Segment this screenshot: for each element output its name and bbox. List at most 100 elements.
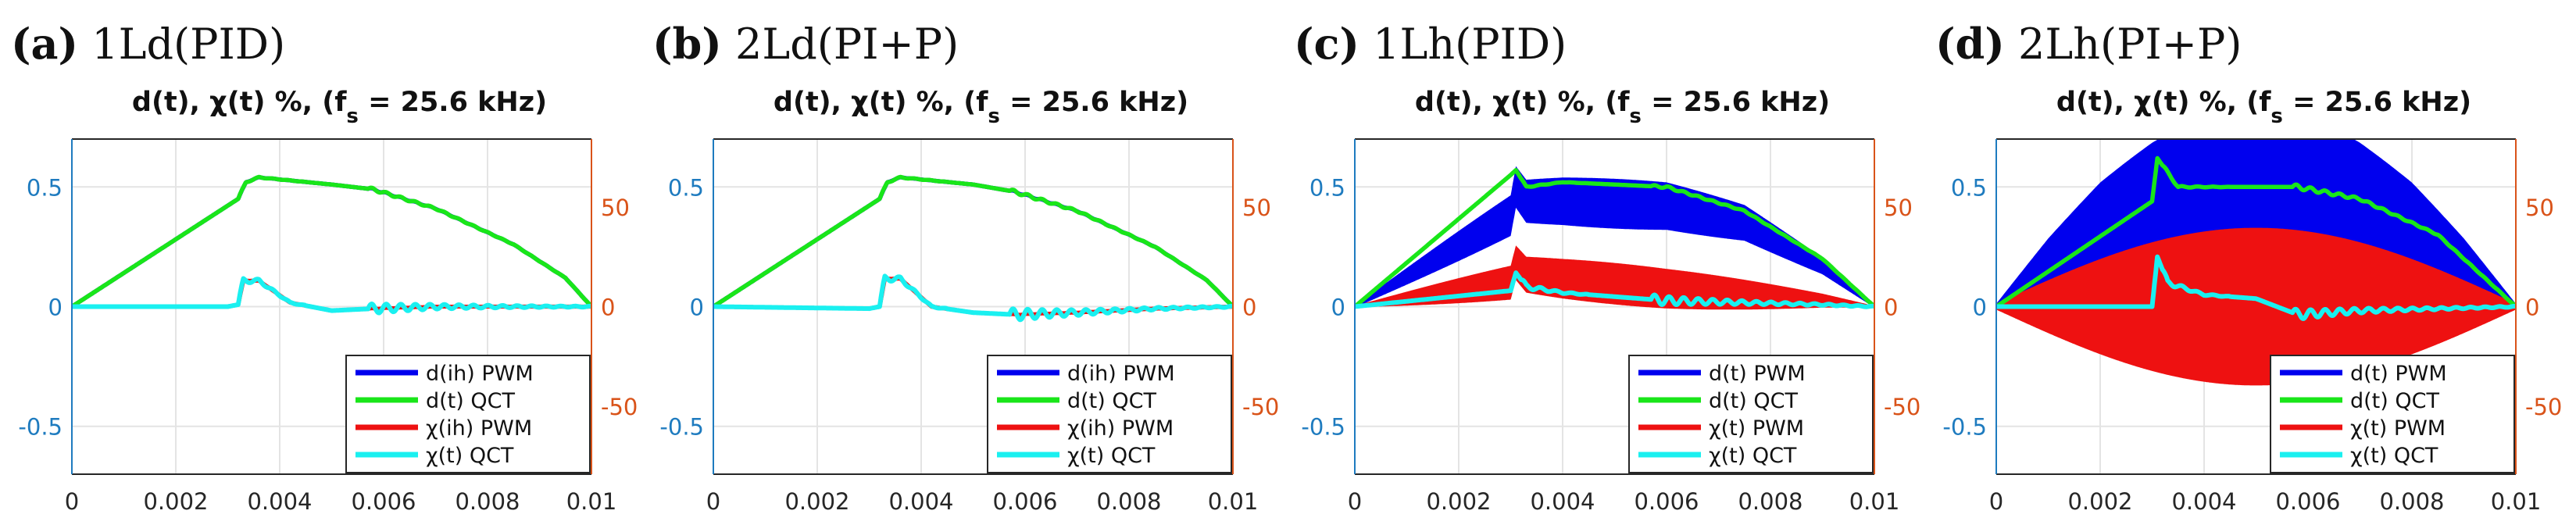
legend-entry: χ(t) QCT [1067, 444, 1156, 468]
x-tick-label: 0.004 [2171, 488, 2236, 515]
series-line-d-t-qct [713, 174, 1233, 309]
x-tick-label: 0.006 [992, 488, 1057, 515]
x-tick-label: 0.008 [1096, 488, 1161, 515]
x-tick-label: 0 [1989, 488, 2003, 515]
series-line-d-t-qct [72, 174, 591, 309]
x-tick-label: 0.006 [2275, 488, 2340, 515]
panel-name: 2Lh(PI+P) [2005, 20, 2242, 69]
panel-label: (c) 1Lh(PID) [1294, 19, 1567, 69]
x-tick-label: 0 [706, 488, 720, 515]
x-tick-label: 0.006 [351, 488, 416, 515]
y2-tick-label: 0 [2525, 295, 2539, 321]
panel-d: (d) 2Lh(PI+P) d(t), χ(t) %, (fs = 25.6 kH… [1935, 19, 2562, 515]
y2-tick-label: -50 [1242, 394, 1279, 420]
series-group [1996, 139, 2516, 386]
y2-tick-label: 0 [1884, 295, 1898, 321]
x-tick-label: 0 [1348, 488, 1362, 515]
legend-entry: d(t) QCT [2350, 389, 2439, 413]
legend-entry: χ(t) PWM [1709, 416, 1804, 441]
legend-entry: χ(t) QCT [426, 444, 514, 468]
y-tick-label: 0.5 [668, 174, 704, 201]
y2-tick-label: 50 [2525, 195, 2554, 221]
x-tick-label: 0.01 [1208, 488, 1259, 515]
axes [713, 138, 1234, 475]
y-tick-label: -0.5 [659, 414, 704, 441]
legend: d(ih) PWM d(t) QCT χ(ih) PWM χ(t) QCT [987, 355, 1232, 473]
legend-entry: χ(ih) PWM [426, 416, 532, 441]
series-line--t-qct [1996, 254, 2516, 321]
series-line-d-t-qct [1996, 155, 2516, 309]
y-tick-label: 0.5 [1951, 174, 1987, 201]
panel-c: (c) 1Lh(PID) d(t), χ(t) %, (fs = 25.6 kHz… [1294, 19, 1920, 515]
panel-a: (a) 1Ld(PID) d(t), χ(t) %, (fs = 25.6 kHz… [11, 19, 638, 515]
panel-name: 1Ld(PID) [78, 20, 285, 69]
series-group [72, 174, 591, 316]
legend: d(t) PWM d(t) QCT χ(t) PWM χ(t) QCT [2270, 355, 2515, 473]
x-tick-label: 0.004 [1530, 488, 1595, 515]
panel-letter: (d) [1935, 19, 2005, 69]
x-tick-label: 0.002 [2067, 488, 2132, 515]
panel-letter: (b) [652, 19, 722, 69]
legend-entry: χ(ih) PWM [1067, 416, 1174, 441]
series-line--t-qct [72, 276, 591, 316]
y2-tick-label: -50 [2525, 394, 2562, 420]
y2-tick-label: 50 [601, 195, 630, 221]
series-line-d-t-qct [1355, 168, 1874, 309]
x-tick-label: 0.008 [1738, 488, 1802, 515]
x-tick-label: 0.004 [247, 488, 312, 515]
panel-letter: (c) [1294, 19, 1359, 69]
panel-name: 1Lh(PID) [1359, 20, 1567, 69]
panel-b: (b) 2Ld(PI+P) d(t), χ(t) %, (fs = 25.6 kH… [652, 19, 1279, 515]
panel-name: 2Ld(PI+P) [722, 20, 959, 69]
series-group [713, 174, 1233, 323]
legend-entry: d(t) QCT [1709, 389, 1798, 413]
y2-tick-label: -50 [1884, 394, 1920, 420]
legend-entry: χ(t) QCT [1709, 444, 1797, 468]
y-tick-label: 0 [1331, 295, 1345, 321]
legend-entry: χ(t) PWM [2350, 416, 2446, 441]
axes [71, 138, 592, 475]
panel-label: (a) 1Ld(PID) [11, 19, 285, 69]
series-line--t-qct [1355, 270, 1874, 309]
x-tick-label: 0.002 [1426, 488, 1491, 515]
panel-label: (d) 2Lh(PI+P) [1935, 19, 2242, 69]
y-tick-label: -0.5 [1301, 414, 1345, 441]
y-tick-label: -0.5 [18, 414, 63, 441]
legend-entry: d(ih) PWM [1067, 362, 1175, 386]
y2-tick-label: 50 [1884, 195, 1913, 221]
chart-title: d(t), χ(t) %, (fs = 25.6 kHz) [1415, 87, 1830, 128]
x-tick-label: 0.002 [143, 488, 208, 515]
x-tick-label: 0 [65, 488, 79, 515]
axes [1354, 138, 1875, 475]
x-tick-label: 0.01 [2491, 488, 2542, 515]
y-tick-label: 0.5 [1309, 174, 1345, 201]
x-tick-label: 0.008 [2379, 488, 2444, 515]
x-tick-label: 0.01 [566, 488, 617, 515]
y-tick-label: 0 [690, 295, 704, 321]
chart-title: d(t), χ(t) %, (fs = 25.6 kHz) [132, 87, 547, 128]
y-tick-label: -0.5 [1942, 414, 1987, 441]
legend-entry: χ(t) QCT [2350, 444, 2438, 468]
chart-title: d(t), χ(t) %, (fs = 25.6 kHz) [2056, 87, 2471, 128]
y2-tick-label: 50 [1242, 195, 1271, 221]
x-tick-label: 0.006 [1634, 488, 1699, 515]
series-line--t-qct [713, 273, 1233, 323]
legend-entry: d(t) PWM [2350, 362, 2447, 386]
series-band--t-pwm [1996, 227, 2516, 386]
legend-entry: d(ih) PWM [426, 362, 534, 386]
panel-label: (b) 2Ld(PI+P) [652, 19, 959, 69]
y2-tick-label: -50 [601, 394, 638, 420]
legend-entry: d(t) QCT [1067, 389, 1156, 413]
x-tick-label: 0.004 [888, 488, 953, 515]
legend-entry: d(t) QCT [426, 389, 515, 413]
legend: d(ih) PWM d(t) QCT χ(ih) PWM χ(t) QCT [345, 355, 591, 473]
y-tick-label: 0 [48, 295, 63, 321]
chart-title: d(t), χ(t) %, (fs = 25.6 kHz) [774, 87, 1188, 128]
axes [1995, 138, 2517, 475]
legend: d(t) PWM d(t) QCT χ(t) PWM χ(t) QCT [1628, 355, 1874, 473]
y-tick-label: 0.5 [27, 174, 63, 201]
x-tick-label: 0.002 [784, 488, 849, 515]
series-band-d-t-pwm [1355, 166, 1874, 308]
panel-letter: (a) [11, 19, 78, 69]
